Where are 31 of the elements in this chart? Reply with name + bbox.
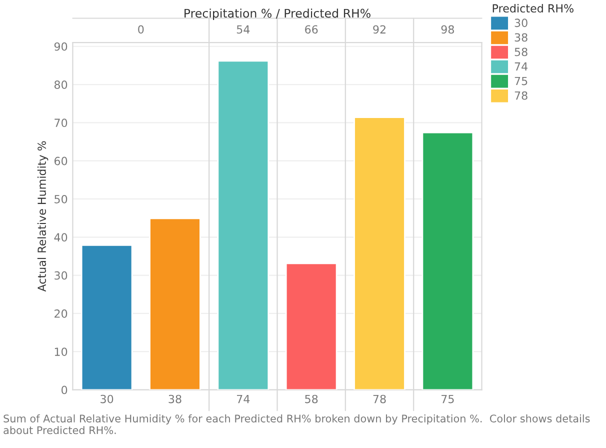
y-tick-label: 0 [62, 386, 68, 394]
legend-label: 75 [514, 76, 528, 86]
legend-label: 38 [514, 33, 528, 42]
legend-label: 58 [514, 48, 528, 56]
x-tick-label: 78 [373, 394, 386, 404]
x-tick-label: 75 [442, 394, 454, 404]
text: 0 [138, 25, 144, 34]
y-tick-label: 50 [54, 194, 68, 204]
text: 66 [305, 25, 318, 34]
y-tick-label: 40 [54, 233, 68, 242]
legend-label: 30 [514, 18, 528, 28]
x-tick-label: 30 [100, 394, 114, 404]
y-tick-label: 70 [54, 118, 68, 128]
y-tick-label: 20 [54, 309, 68, 318]
chart-title: Precipitation % / Predicted RH% [184, 8, 370, 20]
text: 92 [373, 25, 386, 34]
y-tick-label: 10 [54, 348, 68, 356]
y-tick-label: 80 [54, 80, 68, 89]
y-tick-label: 30 [54, 271, 68, 280]
y-tick-label: 90 [54, 42, 68, 51]
x-tick-label: 58 [305, 394, 318, 404]
y-tick-label: 60 [54, 156, 68, 166]
x-tick-label: 74 [237, 394, 250, 404]
y-axis-title: Actual Relative Humidity % [37, 141, 48, 292]
text: Sum of Actual Relative Humidity % for each Predicted RH% broken down by Precipitation %. Color shows details about Predicted RH%. [4, 414, 590, 434]
legend-label: 74 [514, 62, 528, 71]
legend-label: 78 [514, 91, 528, 100]
text: 54 [236, 25, 250, 34]
legend-title: Predicted RH% [492, 4, 574, 13]
text: 98 [441, 25, 454, 34]
x-tick-label: 38 [168, 394, 182, 404]
